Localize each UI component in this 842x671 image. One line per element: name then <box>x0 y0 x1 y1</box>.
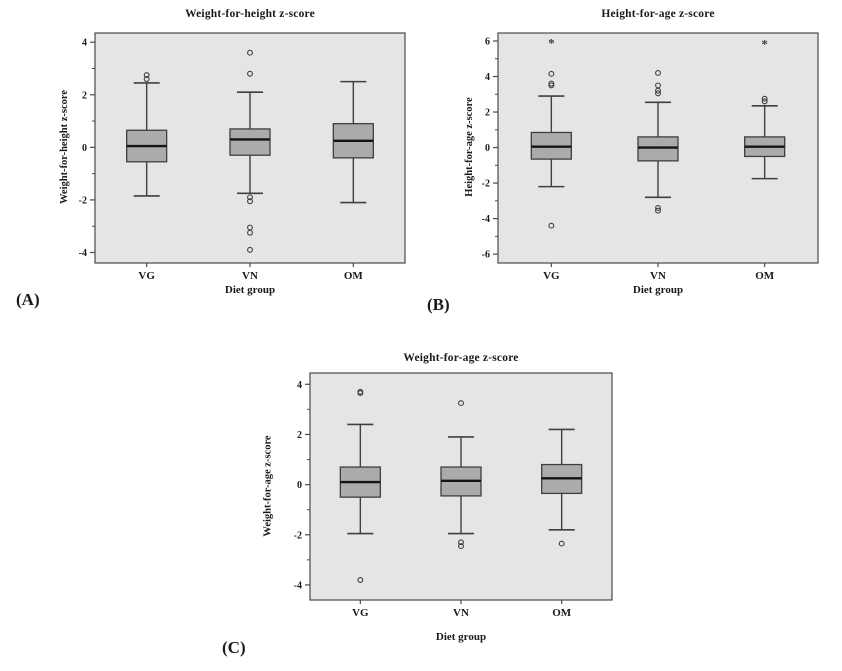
svg-text:OM: OM <box>344 270 364 282</box>
svg-text:OM: OM <box>755 270 775 282</box>
svg-text:0: 0 <box>82 143 87 154</box>
panel-label-b: (B) <box>427 295 450 314</box>
boxplot-svg: 6 4 2 0 -2 -4 -6 VG * VN OM * <box>482 32 819 282</box>
boxplot-svg: 4 2 0 -2 -4 VG VN OM <box>294 372 613 619</box>
svg-text:-4: -4 <box>79 248 87 259</box>
svg-text:*: * <box>548 35 555 50</box>
svg-text:VG: VG <box>352 607 369 619</box>
svg-text:VG: VG <box>543 270 560 282</box>
x-axis-label: Diet group <box>224 284 276 296</box>
svg-text:VN: VN <box>650 270 666 282</box>
svg-text:-4: -4 <box>482 214 490 225</box>
svg-text:6: 6 <box>485 36 490 47</box>
svg-text:2: 2 <box>297 430 302 441</box>
svg-text:*: * <box>761 36 768 51</box>
svg-text:VG: VG <box>138 270 155 282</box>
svg-text:2: 2 <box>82 90 87 101</box>
boxplot-svg: 4 2 0 -2 -4 VG VN OM <box>79 32 406 282</box>
svg-text:4: 4 <box>485 72 490 83</box>
svg-text:2: 2 <box>485 108 490 119</box>
svg-text:4: 4 <box>297 380 302 391</box>
svg-text:0: 0 <box>485 143 490 154</box>
chart-title-weight-for-height: Weight-for-height z-score <box>185 8 315 20</box>
svg-text:-2: -2 <box>79 195 87 206</box>
x-axis-label: Diet group <box>435 631 487 643</box>
panel-label-c: (C) <box>222 638 246 657</box>
x-axis-label: Diet group <box>632 284 684 296</box>
panel-label-a: (A) <box>16 290 40 309</box>
boxplot-canvas-c: 4 2 0 -2 -4 VG VN OM <box>273 367 618 622</box>
chart-title-height-for-age: Height-for-age z-score <box>601 8 715 20</box>
svg-text:4: 4 <box>82 38 87 49</box>
svg-text:VN: VN <box>453 607 469 619</box>
panel-c: Weight-for-age z-score Weight-for-age z-… <box>210 340 640 671</box>
panel-b: Height-for-age z-score Height-for-age z-… <box>421 0 842 330</box>
svg-text:OM: OM <box>552 607 572 619</box>
panel-a: Weight-for-height z-score Weight-for-hei… <box>0 0 421 330</box>
svg-text:-2: -2 <box>294 530 302 541</box>
svg-text:0: 0 <box>297 480 302 491</box>
chart-title-weight-for-age: Weight-for-age z-score <box>403 352 519 364</box>
boxplot-canvas-b: 6 4 2 0 -2 -4 -6 VG * VN OM * <box>461 27 824 285</box>
svg-text:VN: VN <box>242 270 258 282</box>
svg-text:-4: -4 <box>294 580 302 591</box>
boxplot-canvas-a: 4 2 0 -2 -4 VG VN OM <box>58 27 411 285</box>
svg-text:-2: -2 <box>482 179 490 190</box>
svg-text:-6: -6 <box>482 250 490 261</box>
